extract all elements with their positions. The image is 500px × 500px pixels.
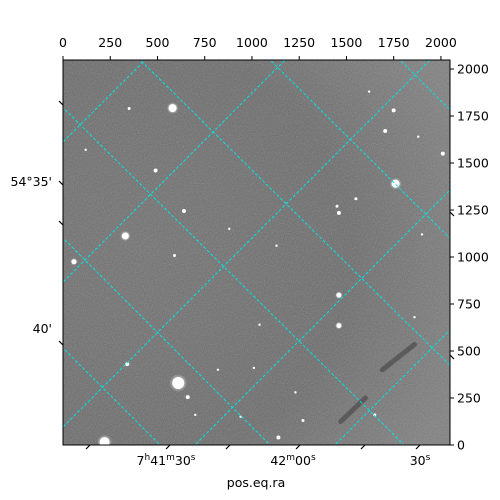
coordinate-grid-line bbox=[63, 60, 431, 428]
star bbox=[336, 210, 341, 215]
right-tick-label: 1500 bbox=[457, 156, 489, 171]
star bbox=[121, 232, 129, 240]
star bbox=[367, 90, 371, 93]
bottom-wcs-tick bbox=[360, 444, 366, 450]
top-tick-label: 0 bbox=[59, 35, 67, 50]
bottom-wcs-tick bbox=[85, 444, 91, 450]
star bbox=[413, 315, 416, 319]
dec-tick-label: 54°35' bbox=[11, 174, 53, 189]
star bbox=[391, 108, 396, 113]
star bbox=[354, 197, 358, 201]
star bbox=[258, 323, 261, 326]
star bbox=[127, 107, 131, 111]
left-wcs-tick bbox=[58, 180, 64, 186]
coordinate-grid-line bbox=[194, 189, 450, 445]
left-wcs-tick bbox=[58, 340, 64, 346]
star bbox=[172, 376, 185, 389]
ra-tick-label: 30s bbox=[410, 453, 431, 468]
right-tick-label: 1000 bbox=[457, 250, 489, 265]
top-tick-label: 1250 bbox=[283, 35, 315, 50]
star bbox=[168, 104, 177, 113]
coordinate-grid-line bbox=[63, 60, 146, 143]
star bbox=[383, 129, 388, 134]
star bbox=[440, 151, 445, 156]
right-wcs-tick bbox=[449, 354, 455, 360]
star bbox=[172, 254, 176, 258]
star bbox=[294, 391, 297, 394]
star bbox=[153, 168, 158, 173]
star bbox=[335, 204, 339, 208]
right-wcs-tick bbox=[449, 211, 455, 217]
bottom-axis: 7h41m30s 42m00s 30s bbox=[85, 444, 431, 468]
top-tick-label: 1750 bbox=[378, 35, 410, 50]
star bbox=[420, 233, 424, 236]
star bbox=[336, 292, 342, 298]
image-noise bbox=[63, 60, 450, 445]
coordinate-grid-line bbox=[63, 237, 271, 445]
right-tick-label: 0 bbox=[457, 438, 465, 453]
star bbox=[239, 415, 242, 419]
coordinate-grid-line bbox=[399, 60, 450, 111]
right-tick-label: 1750 bbox=[457, 109, 489, 124]
left-wcs-tick bbox=[58, 220, 64, 226]
right-tick-label: 1250 bbox=[457, 203, 489, 218]
right-tick-label: 500 bbox=[457, 344, 481, 359]
star bbox=[125, 362, 130, 367]
top-tick-label: 750 bbox=[193, 35, 217, 50]
star bbox=[417, 135, 420, 138]
star bbox=[275, 244, 278, 247]
left-wcs-tick bbox=[58, 100, 64, 106]
bottom-wcs-tick bbox=[415, 444, 421, 450]
ra-tick-label: 7h41m30s bbox=[137, 453, 196, 468]
coordinate-grid-line bbox=[269, 60, 450, 239]
coordinate-grid-line bbox=[139, 60, 450, 367]
x-axis-label: pos.eq.ra bbox=[227, 475, 285, 490]
right-tick-label: 2000 bbox=[457, 62, 489, 77]
ra-tick-label: 42m00s bbox=[270, 453, 316, 468]
dec-tick-label: 40' bbox=[33, 321, 52, 336]
right-tick-label: 250 bbox=[457, 391, 481, 406]
star bbox=[185, 395, 190, 400]
star bbox=[276, 435, 281, 440]
star bbox=[228, 227, 231, 231]
top-axis: 0 250 500 750 1000 1250 1500 1750 2000 bbox=[59, 35, 457, 60]
right-tick-label: 750 bbox=[457, 297, 481, 312]
star bbox=[216, 368, 220, 372]
star bbox=[194, 413, 197, 417]
star bbox=[99, 437, 110, 445]
bottom-wcs-tick bbox=[165, 444, 171, 450]
coordinate-grid-line bbox=[63, 107, 405, 445]
right-axis: 0 250 500 750 1000 1250 1500 1750 2000 bbox=[449, 62, 489, 453]
top-tick-label: 1000 bbox=[236, 35, 268, 50]
left-axis: 54°35' 40' bbox=[11, 100, 64, 346]
star bbox=[252, 366, 256, 370]
star bbox=[84, 148, 87, 152]
star bbox=[71, 259, 77, 265]
satellite-streak bbox=[379, 341, 417, 373]
top-tick-label: 500 bbox=[146, 35, 170, 50]
star bbox=[301, 419, 305, 423]
top-tick-label: 1500 bbox=[331, 35, 363, 50]
coordinate-grid-line bbox=[63, 60, 286, 283]
top-tick-label: 2000 bbox=[425, 35, 457, 50]
plot-frame bbox=[62, 59, 451, 446]
bottom-wcs-tick bbox=[295, 444, 301, 450]
star bbox=[336, 323, 342, 329]
plot-area bbox=[62, 59, 451, 446]
star bbox=[181, 208, 186, 213]
bottom-wcs-tick bbox=[225, 444, 231, 450]
top-tick-label: 250 bbox=[98, 35, 122, 50]
